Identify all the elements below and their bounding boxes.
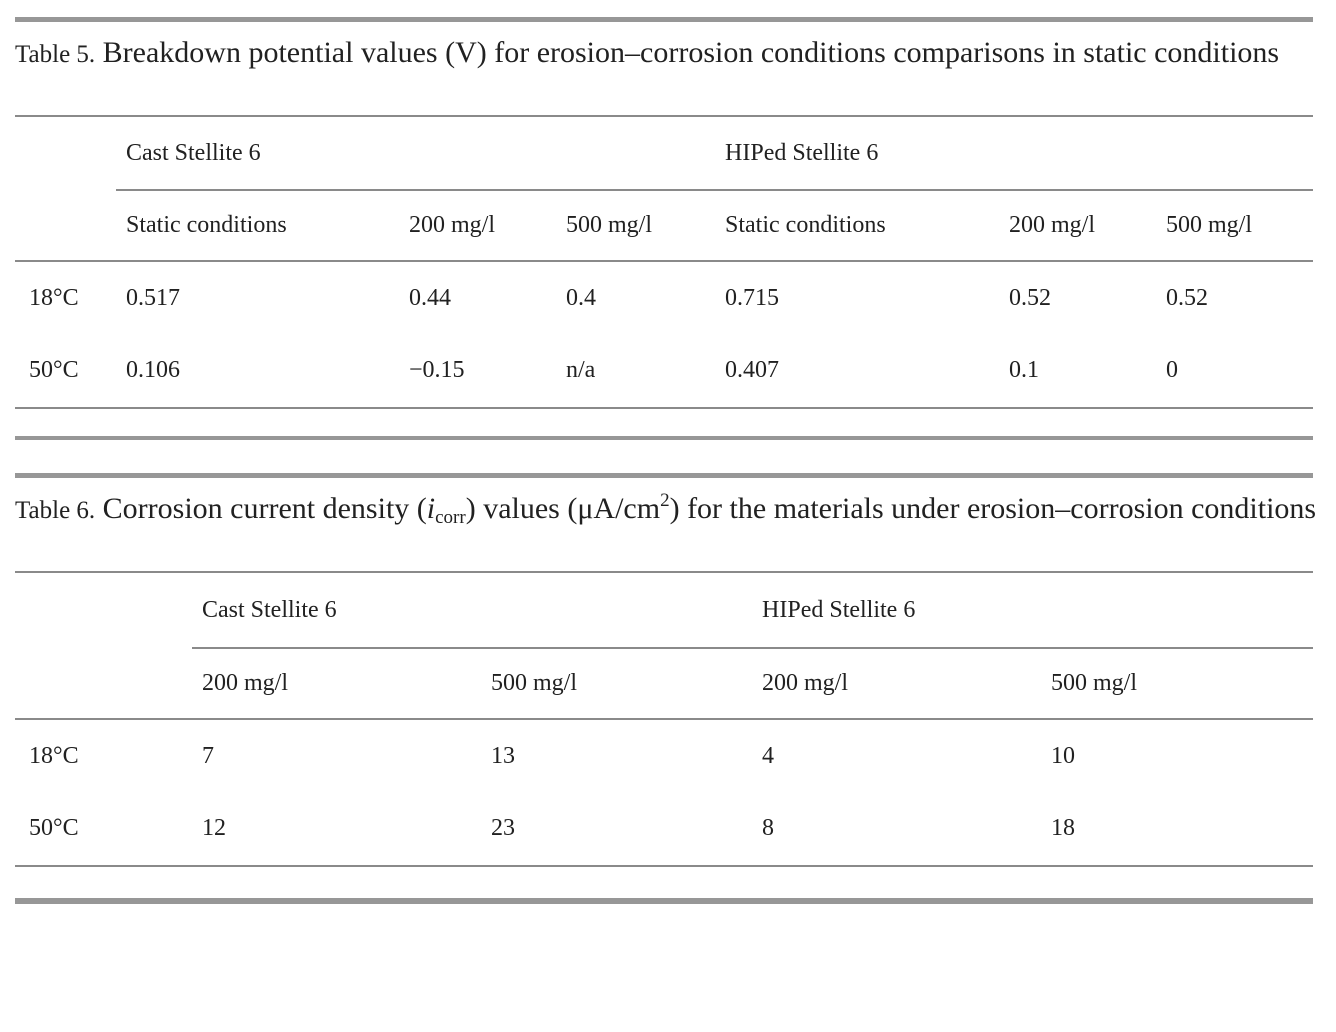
data-cell: 0.52 — [1009, 284, 1052, 311]
group-header-cast: Cast Stellite 6 — [116, 117, 716, 191]
row-label: 18°C — [29, 742, 79, 769]
caption-text-part: ) for the materials under erosion–corros… — [669, 492, 1317, 525]
table5-body-bottom-rule — [15, 407, 1313, 409]
data-cell: 18 — [1051, 815, 1076, 841]
data-cell: 8 — [762, 815, 775, 841]
data-cell: 0.715 — [725, 284, 780, 311]
table5-top-rule — [15, 17, 1313, 22]
corner-spacer — [15, 648, 192, 720]
data-cell: 0.106 — [126, 357, 180, 383]
caption-text-part: ) values (μA/cm — [465, 492, 661, 525]
data-cell: 0.52 — [1166, 284, 1209, 311]
table6-caption-label: Table 6. — [15, 497, 96, 524]
header-cell: Static conditions — [715, 190, 1000, 262]
paper-page: Table 5. Breakdown potential values (V) … — [15, 17, 1336, 904]
table5: Cast Stellite 6 HIPed Stellite 6 Static … — [15, 117, 1314, 407]
table6-header-top-rule — [15, 571, 1313, 573]
table-row: 18°C 7 13 4 10 — [15, 719, 1313, 792]
data-cell: 0.407 — [725, 357, 780, 383]
data-cell: 12 — [202, 815, 226, 841]
data-cell: 0 — [1166, 357, 1179, 383]
data-cell: 4 — [762, 742, 775, 769]
data-cell: 13 — [491, 742, 515, 769]
table5-column-header-row: Static conditions 200 mg/l 500 mg/l Stat… — [15, 190, 1314, 262]
table5-caption-text: Breakdown potential values (V) for erosi… — [102, 36, 1280, 69]
group-header-cast: Cast Stellite 6 — [192, 573, 753, 649]
header-cell: 200 mg/l — [192, 648, 481, 720]
table6-caption-text: Corrosion current density (icorr) values… — [102, 490, 1317, 528]
table5-section: Table 5. Breakdown potential values (V) … — [15, 17, 1336, 440]
table6-caption: Table 6. Corrosion current density (icor… — [15, 484, 1331, 536]
table6-column-header-row: 200 mg/l 500 mg/l 200 mg/l 500 mg/l — [15, 648, 1314, 720]
corner-spacer — [15, 190, 116, 262]
group-header-hiped: HIPed Stellite 6 — [752, 573, 1314, 649]
data-cell: 0.517 — [126, 284, 180, 311]
header-cell: 500 mg/l — [481, 648, 753, 720]
header-cell: 200 mg/l — [752, 648, 1042, 720]
data-cell: 0.4 — [566, 284, 596, 311]
group-header-hiped: HIPed Stellite 6 — [715, 117, 1314, 191]
icorr-symbol: i — [426, 492, 436, 525]
row-label: 18°C — [29, 284, 79, 311]
data-cell: 10 — [1051, 742, 1076, 769]
data-cell: 0.1 — [1009, 357, 1040, 383]
header-cell: 500 mg/l — [1041, 648, 1314, 720]
table5-caption: Table 5. Breakdown potential values (V) … — [15, 28, 1331, 80]
icorr-subscript: corr — [435, 507, 466, 528]
table5-caption-label: Table 5. — [15, 41, 96, 68]
table5-group-header-row: Cast Stellite 6 HIPed Stellite 6 — [15, 117, 1314, 191]
row-label: 50°C — [29, 357, 79, 383]
table6-body-bottom-rule — [15, 865, 1313, 867]
data-cell: 0.44 — [409, 284, 451, 311]
table6-section: Table 6. Corrosion current density (icor… — [15, 473, 1336, 904]
data-cell: −0.15 — [409, 357, 465, 383]
table6-top-rule — [15, 473, 1313, 478]
table5-header-top-rule — [15, 115, 1313, 117]
header-cell: Static conditions — [116, 190, 399, 262]
table5-closing-rule — [15, 436, 1313, 440]
table-row: 50°C 0.106 −0.15 n/a 0.407 0.1 0 — [15, 334, 1313, 407]
header-cell: 200 mg/l — [999, 190, 1157, 262]
data-cell: 7 — [202, 742, 214, 769]
row-label: 50°C — [29, 815, 79, 841]
table6-group-header-row: Cast Stellite 6 HIPed Stellite 6 — [15, 573, 1314, 649]
header-cell: 500 mg/l — [556, 190, 716, 262]
table6-closing-rule — [15, 898, 1313, 904]
cm-superscript: 2 — [660, 490, 670, 511]
data-cell: n/a — [566, 357, 596, 383]
table-row: 50°C 12 23 8 18 — [15, 792, 1313, 865]
header-cell: 500 mg/l — [1156, 190, 1314, 262]
corner-spacer — [15, 117, 116, 190]
corner-spacer — [15, 573, 192, 648]
header-cell: 200 mg/l — [399, 190, 556, 262]
caption-text-part: Corrosion current density ( — [102, 492, 427, 525]
table6: Cast Stellite 6 HIPed Stellite 6 200 mg/… — [15, 573, 1314, 865]
data-cell: 23 — [491, 815, 515, 841]
table-row: 18°C 0.517 0.44 0.4 0.715 0.52 0.52 — [15, 261, 1313, 334]
